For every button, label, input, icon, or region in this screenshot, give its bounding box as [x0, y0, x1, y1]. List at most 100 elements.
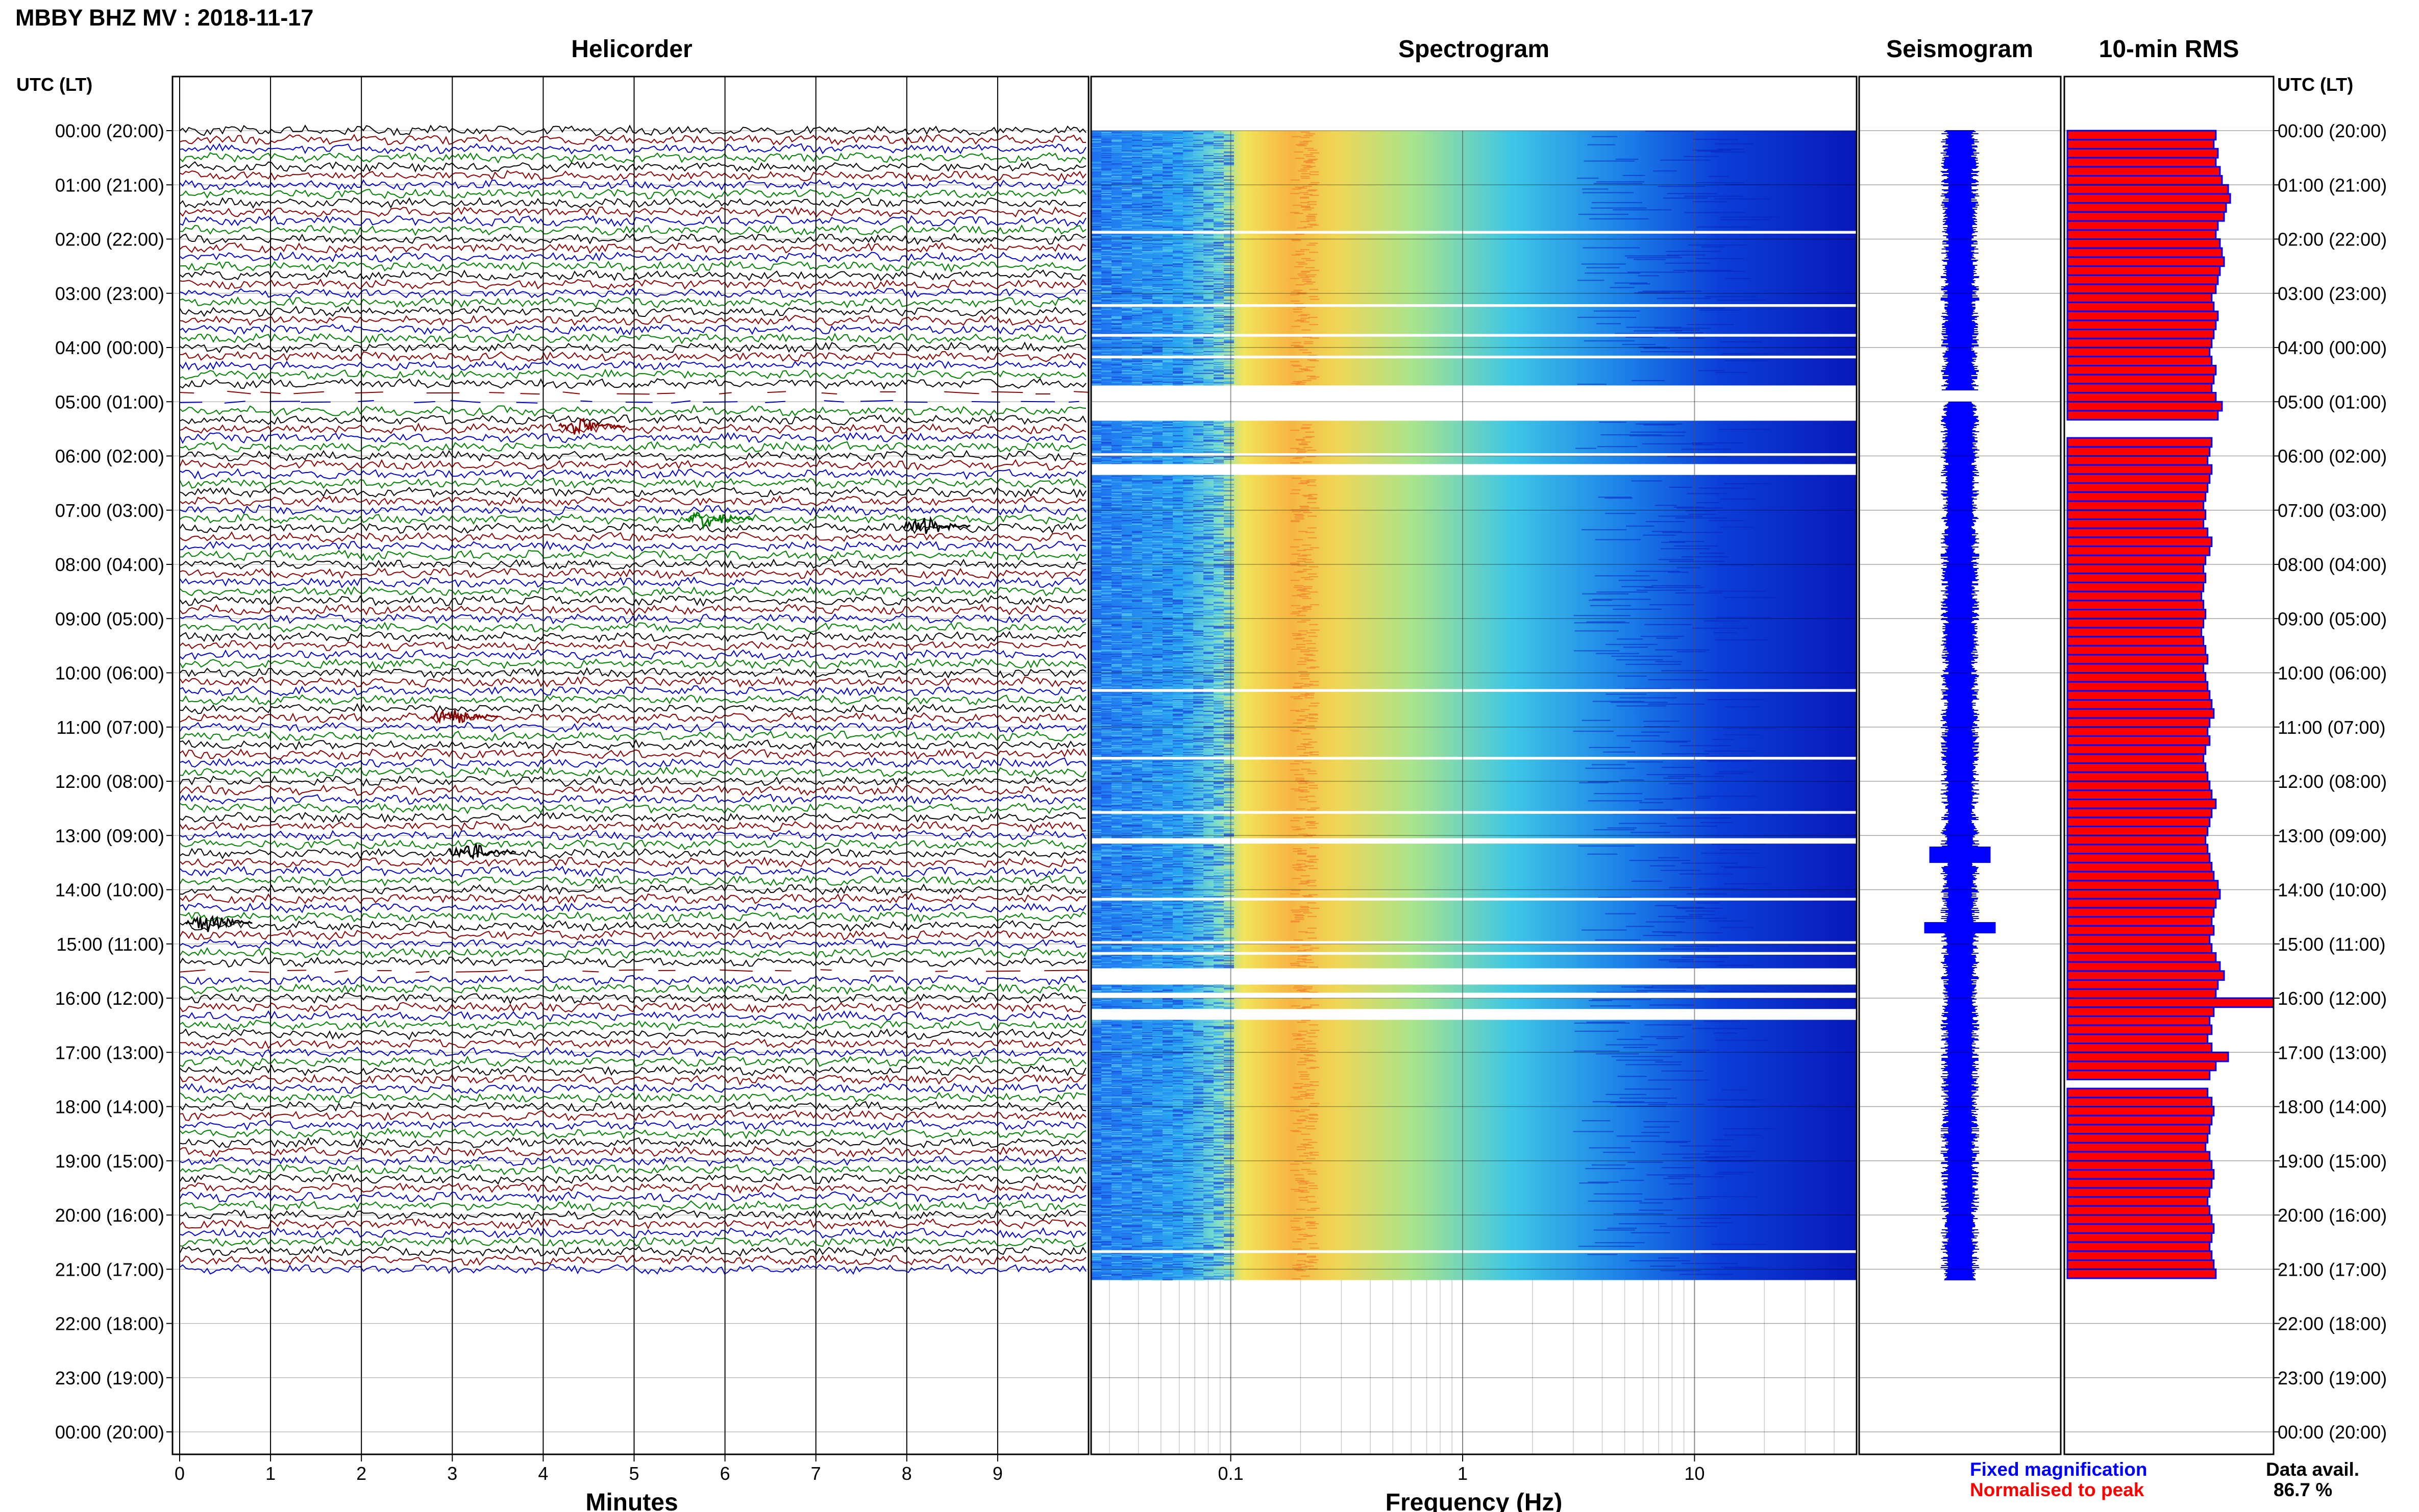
- spectrogram-cell: [1163, 635, 1173, 636]
- spectrogram-cell: [1224, 336, 1234, 338]
- spectrogram-cell: [1122, 619, 1132, 621]
- spectrogram-cell: [1193, 692, 1203, 694]
- spectrogram-cell: [1132, 245, 1142, 247]
- spectrogram-cell: [1142, 557, 1152, 559]
- spectrogram-cell: [1193, 182, 1203, 184]
- spectrogram-cell: [1193, 430, 1203, 432]
- spectrogram-cell: [1665, 741, 1688, 743]
- spectrogram-cell: [1101, 285, 1112, 287]
- spectrogram-cell: [1203, 314, 1214, 315]
- spectrogram-cell: [1183, 709, 1193, 710]
- spectrogram-cell: [1152, 314, 1163, 315]
- spectrogram-cell: [1122, 280, 1132, 282]
- spectrogram-cell: [1214, 179, 1224, 181]
- spectrogram-cell: [1193, 352, 1203, 354]
- spectrogram-cell: [1132, 132, 1142, 134]
- spectrogram-cell: [1112, 584, 1122, 586]
- spectrogram-cell: [1132, 361, 1142, 362]
- spectrogram-cell: [1132, 512, 1142, 513]
- spectrogram-cell: [1142, 543, 1152, 545]
- spectrogram-cell: [1307, 502, 1317, 504]
- spectrogram-cell: [1163, 172, 1173, 173]
- spectrogram-cell: [1295, 253, 1304, 255]
- spectrogram-cell: [1214, 510, 1224, 512]
- spectrogram-cell: [1112, 740, 1122, 742]
- spectrogram-cell: [1091, 545, 1101, 547]
- spectrogram-cell: [1300, 249, 1310, 251]
- spectrogram-cell: [1293, 365, 1302, 367]
- spectrogram-cell: [1101, 371, 1112, 373]
- spectrogram-cell: [1152, 309, 1163, 311]
- spectrogram-cell: [1214, 153, 1224, 155]
- spectrogram-cell: [1724, 706, 1759, 708]
- spectrogram-cell: [1091, 307, 1101, 308]
- spectrogram-cell: [1142, 741, 1152, 743]
- spectrogram-cell: [1132, 458, 1142, 460]
- spectrogram-cell: [1101, 500, 1112, 502]
- spectrogram-cell: [1112, 140, 1122, 142]
- spectrogram-cell: [1203, 228, 1214, 230]
- spectrogram-cell: [1173, 440, 1183, 442]
- spectrogram-cell: [1224, 627, 1234, 628]
- spectrogram-cell: [1675, 332, 1704, 334]
- spectrogram-cell: [1142, 434, 1152, 436]
- spectrogram-cell: [1112, 726, 1122, 728]
- spectrogram-cell: [1173, 375, 1183, 377]
- spectrogram-cell: [1577, 383, 1607, 385]
- spectrogram-cell: [1112, 254, 1122, 256]
- spectrogram-cell: [1173, 614, 1183, 615]
- spectrogram-cell: [1163, 263, 1173, 265]
- spectrogram-cell: [1142, 558, 1152, 559]
- spectrogram-cell: [1214, 500, 1224, 502]
- spectrogram-cell: [1142, 345, 1152, 347]
- spectrogram-cell: [1091, 732, 1101, 734]
- spectrogram-cell: [1112, 553, 1122, 555]
- spectrogram-cell: [1203, 542, 1214, 544]
- spectrogram-cell: [1163, 210, 1173, 212]
- spectrogram-cell: [1290, 710, 1300, 711]
- spectrogram-cell: [1122, 316, 1132, 317]
- spectrogram-cell: [1152, 370, 1163, 371]
- spectrogram-cell: [1699, 309, 1741, 311]
- spectrogram-cell: [1639, 346, 1667, 348]
- spectrogram-cell: [1112, 245, 1122, 247]
- spectrogram-cell: [1101, 675, 1112, 677]
- spectrogram-cell: [1142, 286, 1152, 287]
- spectrogram-cell: [1224, 329, 1234, 331]
- spectrogram-cell: [1173, 376, 1183, 378]
- spectrogram-cell: [1310, 337, 1319, 339]
- spectrogram-cell: [1152, 456, 1163, 457]
- spectrogram-cell: [1112, 203, 1122, 204]
- spectrogram-cell: [1183, 450, 1193, 451]
- spectrogram-cell: [1091, 506, 1101, 508]
- spectrogram-cell: [1183, 146, 1193, 147]
- spectrogram-cell: [1163, 734, 1173, 736]
- spectrogram-cell: [1122, 217, 1132, 219]
- spectrogram-cell: [1214, 383, 1224, 384]
- spectrogram-cell: [1203, 715, 1214, 716]
- spectrogram-cell: [1193, 627, 1203, 629]
- spectrogram-cell: [1648, 679, 1709, 681]
- spectrogram-cell: [1142, 625, 1152, 626]
- spectrogram-cell: [1122, 327, 1132, 328]
- spectrogram-cell: [1142, 726, 1152, 728]
- spectrogram-cell: [1142, 642, 1152, 643]
- spectrogram-cell: [1163, 432, 1173, 434]
- spectrogram-cell: [1101, 298, 1112, 299]
- spectrogram-cell: [1214, 439, 1224, 441]
- spectrogram-cell: [1193, 269, 1203, 271]
- spectrogram-cell: [1142, 160, 1152, 162]
- spectrogram-cell: [1152, 258, 1163, 259]
- spectrogram-cell: [1214, 229, 1224, 231]
- spectrogram-cell: [1152, 155, 1163, 157]
- spectrogram-cell: [1112, 178, 1122, 180]
- spectrogram-cell: [1091, 720, 1101, 721]
- spectrogram-cell: [1152, 146, 1163, 148]
- spectrogram-cell: [1224, 257, 1234, 259]
- spectrogram-cell: [1183, 632, 1193, 634]
- spectrogram-cell: [1101, 675, 1112, 676]
- spectrogram-cell: [1193, 686, 1203, 688]
- spectrogram-cell: [1193, 491, 1203, 492]
- spectrogram-cell: [1214, 631, 1224, 633]
- spectrogram-cell: [1305, 436, 1315, 437]
